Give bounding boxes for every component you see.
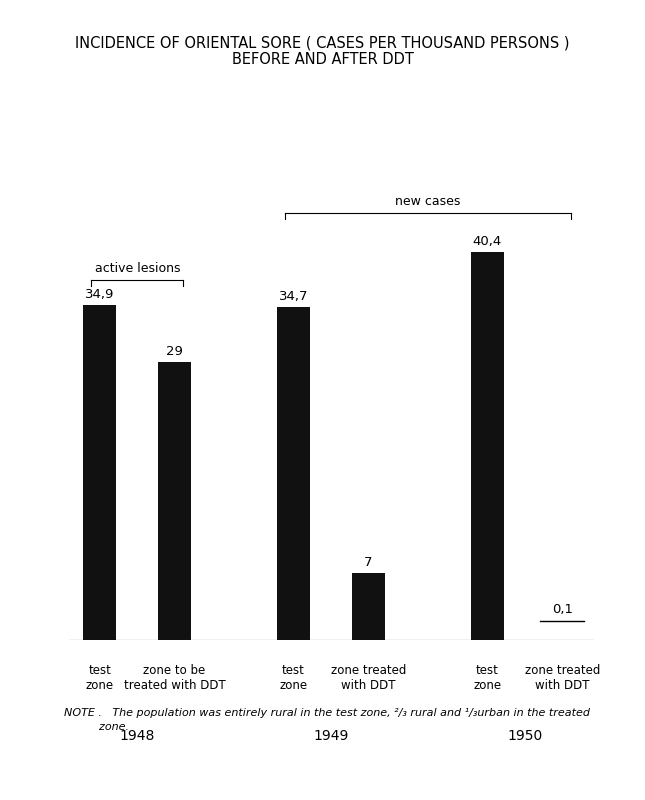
Text: 1948: 1948 [119, 730, 155, 743]
Bar [158, 362, 192, 640]
Text: zone.: zone. [64, 722, 130, 733]
Text: test
zone: test zone [279, 664, 308, 692]
Text: 0,1: 0,1 [551, 603, 573, 616]
Bar [83, 305, 117, 640]
Text: active lesions: active lesions [95, 262, 181, 275]
Text: 1950: 1950 [507, 730, 542, 743]
Bar [277, 307, 310, 640]
Text: INCIDENCE OF ORIENTAL SORE ( CASES PER THOUSAND PERSONS ): INCIDENCE OF ORIENTAL SORE ( CASES PER T… [75, 36, 570, 51]
Text: zone treated
with DDT: zone treated with DDT [331, 664, 406, 692]
Text: zone treated
with DDT: zone treated with DDT [524, 664, 600, 692]
Text: new cases: new cases [395, 195, 461, 208]
Text: test
zone: test zone [86, 664, 114, 692]
Text: 34,7: 34,7 [279, 290, 308, 303]
Text: test
zone: test zone [473, 664, 501, 692]
Text: NOTE .   The population was entirely rural in the test zone, ²/₃ rural and ¹/₃ur: NOTE . The population was entirely rural… [64, 708, 591, 718]
Text: BEFORE AND AFTER DDT: BEFORE AND AFTER DDT [232, 52, 413, 67]
Bar [352, 573, 385, 640]
Text: 1949: 1949 [313, 730, 349, 743]
Text: 40,4: 40,4 [473, 235, 502, 248]
Bar [471, 252, 504, 640]
Text: 7: 7 [364, 556, 373, 569]
Text: 34,9: 34,9 [85, 288, 114, 301]
Text: 29: 29 [166, 345, 183, 358]
Text: zone to be
treated with DDT: zone to be treated with DDT [124, 664, 226, 692]
